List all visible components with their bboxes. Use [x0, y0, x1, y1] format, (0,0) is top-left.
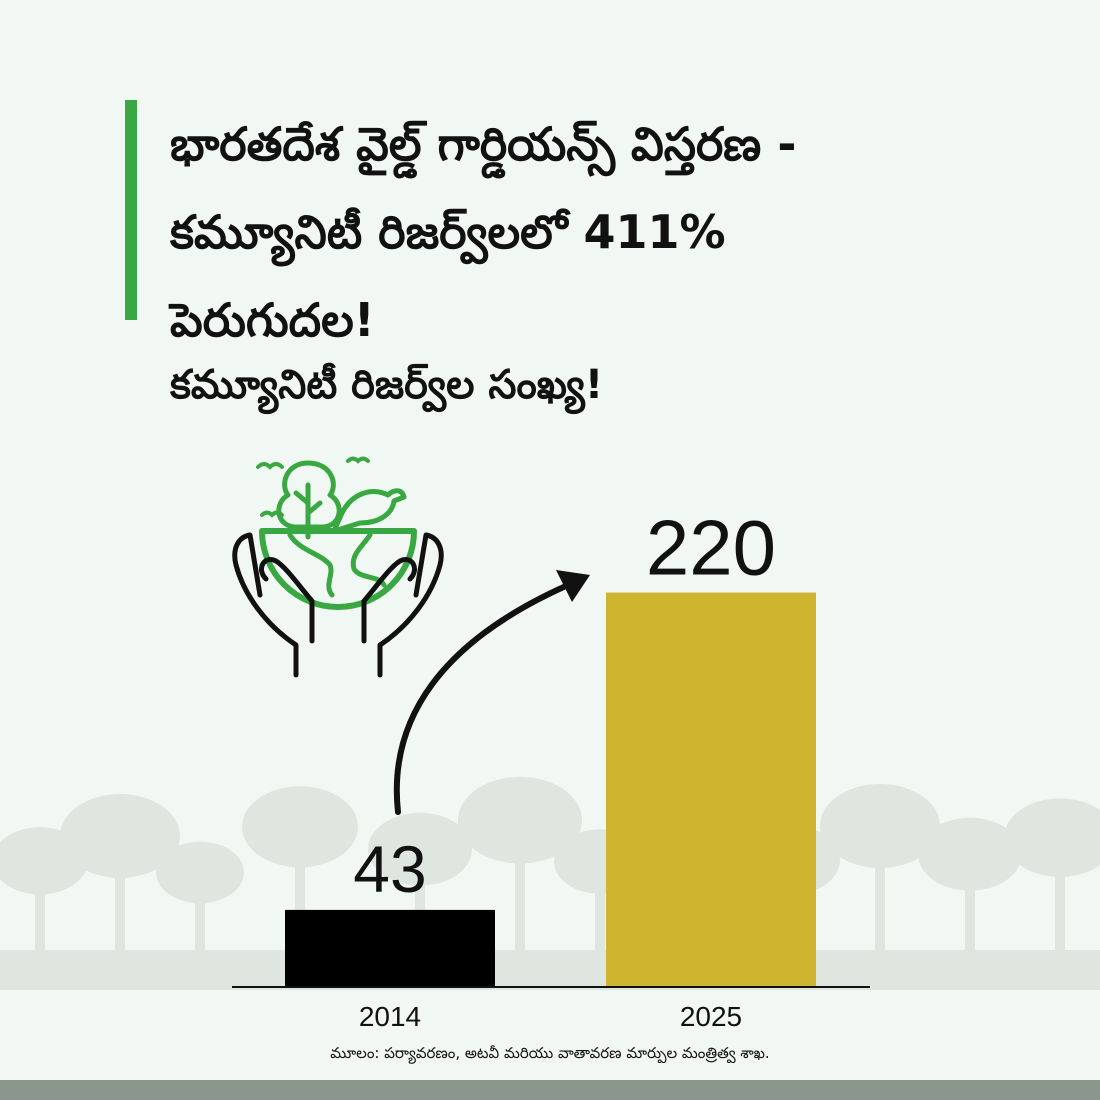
data-label-2014: 43: [353, 832, 426, 906]
bar-2014: [285, 909, 495, 987]
title-line-2: కమ్యూనిటీ రిజర్వ్‌లలో 411%: [170, 205, 726, 259]
chart-subtitle: కమ్యూనిటీ రిజర్వ్‌ల సంఖ్య!: [170, 362, 604, 408]
page-title: భారతదేశ వైల్డ్ గార్డియన్స్ విస్తరణ - కమ్…: [170, 100, 1030, 364]
forest-silhouette-background: [0, 776, 1100, 990]
hands-holding-earth-icon: [232, 456, 444, 678]
title-line-1: భారతదేశ వైల్డ్ గార్డియన్స్ విస్తరణ -: [170, 117, 797, 171]
title-line-3: పెరుగుదల!: [170, 293, 375, 347]
x-tick-label-2014: 2014: [359, 1001, 421, 1032]
arrow-head: [556, 570, 590, 602]
data-label-2025: 220: [646, 504, 776, 592]
source-note: మూలం: పర్యావరణం, అటవీ మరియు వాతావరణ మార్…: [330, 1044, 770, 1062]
bar-2025: [606, 592, 816, 987]
footer-band: [0, 1080, 1100, 1100]
curved-arrow-up-icon: [393, 579, 578, 815]
title-accent-bar: [125, 100, 137, 320]
x-tick-label-2025: 2025: [680, 1001, 742, 1032]
